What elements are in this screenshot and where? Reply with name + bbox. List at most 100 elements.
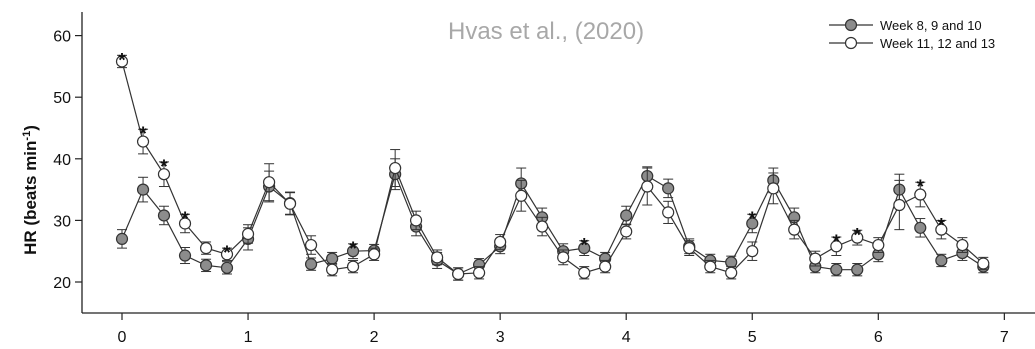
data-point: [746, 245, 759, 258]
data-point: [746, 217, 759, 230]
data-point: [494, 235, 507, 249]
data-point: [851, 231, 864, 244]
data-point: [578, 266, 591, 279]
y-tick-label: 60: [53, 29, 71, 46]
data-point: [326, 263, 339, 276]
data-point: [178, 249, 192, 262]
data-point: [662, 182, 675, 195]
x-tick-label: 2: [370, 329, 379, 346]
legend-marker: [844, 18, 858, 32]
data-point: [241, 227, 255, 241]
data-point: [220, 248, 234, 261]
data-point: [830, 263, 843, 276]
data-point: [683, 242, 696, 255]
data-point: [536, 220, 549, 233]
x-tick-label: 1: [244, 329, 253, 346]
data-point: [263, 176, 276, 189]
series-2: [115, 54, 990, 281]
data-point: [368, 248, 381, 261]
x-tick-label: 4: [622, 329, 631, 346]
y-tick-label: 20: [53, 275, 71, 292]
significance-star: *: [223, 243, 231, 264]
data-point: [283, 197, 297, 210]
x-tick-label: 3: [496, 329, 505, 346]
data-point: [893, 198, 906, 212]
significance-star: *: [349, 239, 357, 260]
axes: 20 30 40 50 60 0 1 2 3 4 5 6 7: [53, 12, 1035, 346]
data-point: [599, 260, 612, 273]
significance-layer: * * * * * * * * * * * *: [118, 50, 945, 264]
data-point: [620, 209, 633, 222]
data-point: [641, 180, 654, 193]
data-point: [346, 260, 360, 273]
data-point: [809, 252, 822, 265]
x-tick-label: 7: [1000, 329, 1009, 346]
data-point: [914, 188, 927, 201]
data-point: [157, 209, 171, 222]
x-tick-label: 0: [118, 329, 127, 346]
data-point: [914, 221, 927, 234]
data-point: [872, 238, 885, 252]
data-point: [115, 55, 129, 68]
y-axis-label-superscript: -1: [21, 131, 33, 141]
significance-star: *: [917, 177, 925, 198]
series-layer: [115, 54, 990, 281]
data-point: [409, 214, 423, 227]
data-point: [326, 252, 339, 265]
significance-star: *: [118, 50, 126, 71]
y-axis-label-main: HR (beats min: [21, 141, 40, 255]
series-1: [115, 158, 990, 281]
legend-marker: [844, 36, 858, 50]
source-note: Hvas et al., (2020): [448, 18, 644, 45]
data-point: [788, 223, 801, 236]
data-point: [452, 267, 465, 281]
data-point: [830, 240, 843, 253]
data-point: [578, 242, 591, 255]
data-point: [304, 258, 318, 271]
data-point: [136, 183, 150, 196]
data-point: [662, 206, 675, 219]
data-point: [178, 217, 192, 230]
data-point: [515, 189, 528, 202]
y-tick-label: 50: [53, 90, 71, 107]
data-point: [157, 168, 171, 181]
data-point: [115, 232, 129, 245]
y-axis-label-close: ): [21, 125, 40, 131]
data-point: [220, 261, 234, 274]
data-point: [725, 266, 738, 279]
x-tick-label: 5: [748, 329, 757, 346]
data-point: [431, 251, 444, 264]
y-tick-label: 30: [53, 213, 71, 230]
data-point: [935, 223, 948, 236]
y-tick-label: 40: [53, 152, 71, 169]
data-point: [136, 135, 150, 148]
data-point: [199, 242, 213, 255]
y-axis-label: HR (beats min-1): [21, 125, 40, 255]
significance-star: *: [160, 157, 168, 178]
data-point: [389, 161, 402, 175]
data-point: [620, 225, 633, 238]
significance-star: *: [139, 124, 147, 145]
significance-star: *: [854, 225, 862, 246]
significance-star: *: [581, 236, 589, 257]
data-point: [346, 245, 360, 258]
significance-star: *: [938, 215, 946, 236]
significance-star: *: [181, 209, 189, 230]
x-tick-label: 6: [874, 329, 883, 346]
data-point: [851, 263, 864, 276]
legend-label: Week 11, 12 and 13: [880, 36, 995, 51]
series-line: [121, 172, 984, 275]
data-point: [304, 238, 318, 252]
data-point: [472, 266, 486, 279]
legend: Week 8, 9 and 10 Week 11, 12 and 13: [829, 18, 995, 51]
data-point: [935, 254, 948, 267]
data-point: [956, 238, 969, 252]
data-point: [199, 259, 213, 272]
significance-star: *: [833, 232, 841, 253]
legend-label: Week 8, 9 and 10: [880, 18, 982, 33]
data-point: [977, 257, 990, 270]
data-point: [704, 260, 717, 273]
significance-star: *: [749, 209, 757, 230]
data-point: [767, 182, 780, 195]
